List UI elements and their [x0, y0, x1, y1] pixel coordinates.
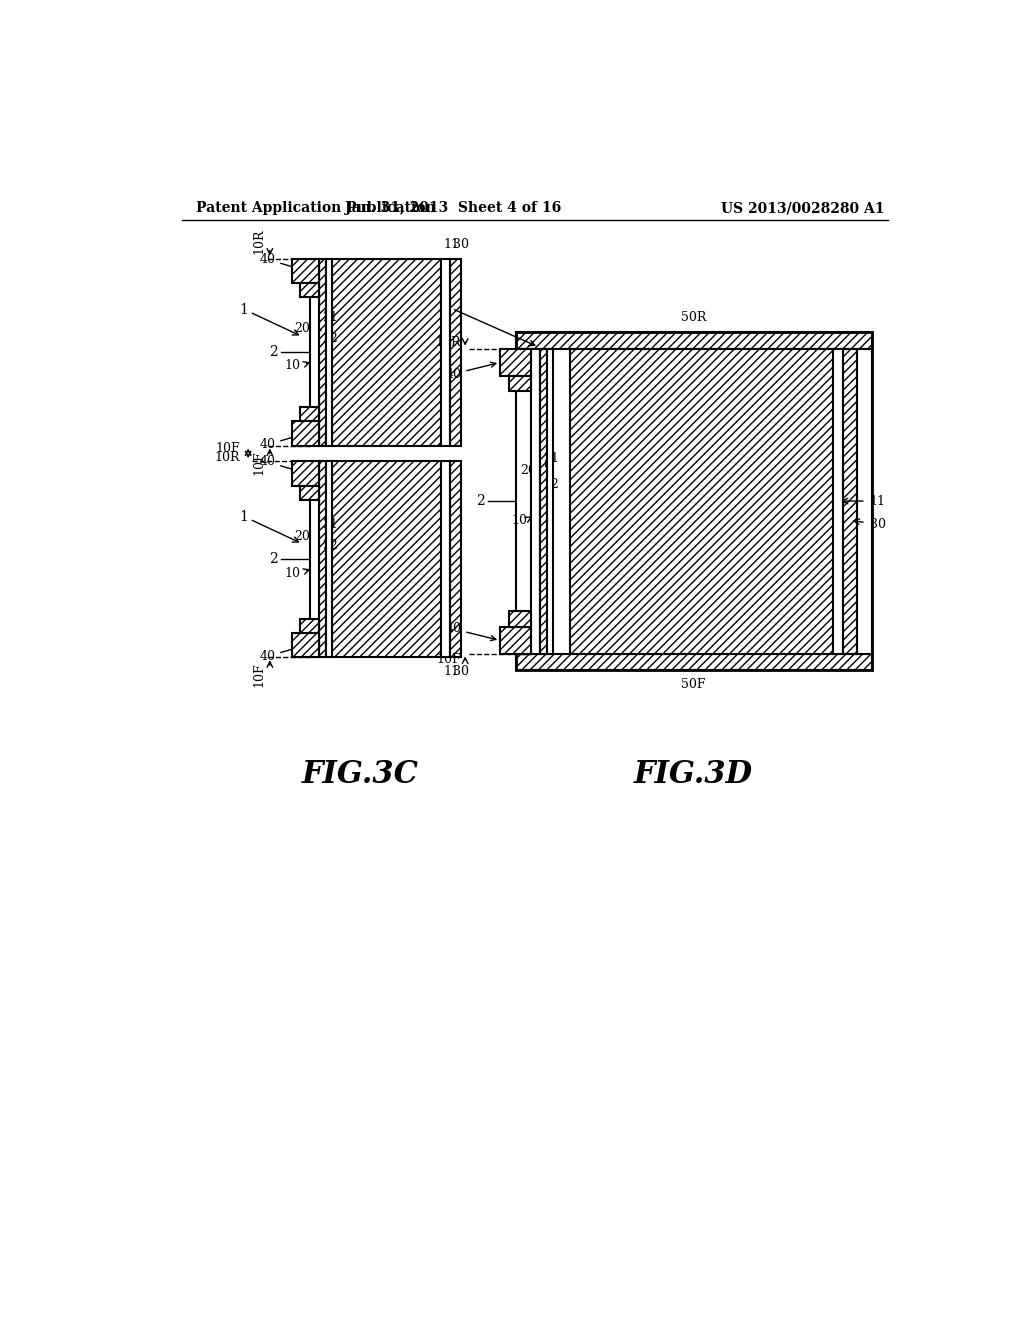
Text: 10: 10 — [511, 513, 527, 527]
Text: US 2013/0028280 A1: US 2013/0028280 A1 — [721, 202, 885, 215]
Text: 1: 1 — [437, 298, 445, 312]
Text: 40: 40 — [259, 433, 302, 451]
Text: 10R: 10R — [215, 451, 241, 465]
Bar — [509, 376, 531, 391]
Text: 2: 2 — [269, 552, 278, 566]
Text: Patent Application Publication: Patent Application Publication — [197, 202, 436, 215]
Text: 10F: 10F — [252, 450, 265, 475]
Bar — [310, 461, 319, 657]
Bar — [310, 259, 319, 446]
Bar — [515, 331, 872, 348]
Bar — [843, 348, 856, 653]
Text: 20: 20 — [294, 529, 310, 543]
Text: 10F: 10F — [216, 442, 241, 455]
Bar — [319, 461, 327, 657]
Text: 2: 2 — [269, 345, 278, 359]
Text: 21: 21 — [544, 453, 559, 465]
Text: 10: 10 — [285, 359, 301, 372]
Text: 20: 20 — [520, 463, 537, 477]
Bar — [515, 331, 872, 671]
Text: FIG.3C: FIG.3C — [302, 759, 419, 789]
Bar — [441, 259, 451, 446]
Bar — [547, 348, 554, 653]
Text: 1: 1 — [240, 302, 248, 317]
Text: 50R: 50R — [681, 312, 707, 325]
Text: 1: 1 — [240, 510, 248, 524]
Text: 20: 20 — [294, 322, 310, 335]
Text: 22: 22 — [544, 478, 559, 491]
Bar — [332, 259, 441, 446]
Bar — [292, 632, 319, 657]
Bar — [569, 348, 834, 653]
Text: 40: 40 — [445, 622, 496, 640]
Bar — [300, 486, 319, 499]
Bar — [451, 461, 461, 657]
Text: 10F: 10F — [252, 663, 265, 686]
Bar — [515, 348, 531, 653]
Bar — [332, 259, 441, 446]
Bar — [515, 653, 872, 671]
Bar — [300, 407, 319, 421]
Text: FIG.3D: FIG.3D — [634, 759, 754, 789]
Bar — [332, 461, 441, 657]
Bar — [500, 627, 531, 653]
Text: 30: 30 — [453, 238, 469, 251]
Text: 40: 40 — [259, 455, 302, 473]
Text: 11: 11 — [443, 665, 460, 677]
Text: 11: 11 — [869, 495, 886, 508]
Text: 40: 40 — [259, 252, 302, 271]
Text: 10F: 10F — [436, 653, 461, 667]
Text: 2: 2 — [476, 494, 484, 508]
Bar — [327, 259, 332, 446]
Text: 21: 21 — [323, 517, 338, 531]
Bar — [500, 348, 531, 376]
Text: 50F: 50F — [682, 677, 706, 690]
Bar — [292, 421, 319, 446]
Text: 30: 30 — [869, 517, 886, 531]
Bar — [541, 348, 547, 653]
Bar — [451, 259, 461, 446]
Bar — [319, 259, 327, 446]
Text: 21: 21 — [323, 312, 338, 323]
Text: 10R: 10R — [436, 335, 461, 348]
Text: 11: 11 — [443, 238, 460, 251]
Text: 10R: 10R — [252, 228, 265, 255]
Bar — [300, 619, 319, 632]
Text: 30: 30 — [453, 665, 469, 677]
Bar — [856, 348, 872, 653]
Text: 40: 40 — [259, 645, 302, 663]
Text: 40: 40 — [445, 362, 496, 380]
Bar — [292, 259, 319, 284]
Bar — [834, 348, 843, 653]
Text: 10: 10 — [285, 566, 301, 579]
Bar — [509, 611, 531, 627]
Bar — [569, 348, 834, 653]
Bar — [531, 348, 541, 653]
Text: 22: 22 — [323, 331, 338, 345]
Bar — [441, 461, 451, 657]
Text: Jan. 31, 2013  Sheet 4 of 16: Jan. 31, 2013 Sheet 4 of 16 — [345, 202, 561, 215]
Bar — [300, 284, 319, 297]
Text: 22: 22 — [323, 539, 338, 552]
Bar — [327, 461, 332, 657]
Bar — [332, 461, 441, 657]
Bar — [292, 461, 319, 486]
